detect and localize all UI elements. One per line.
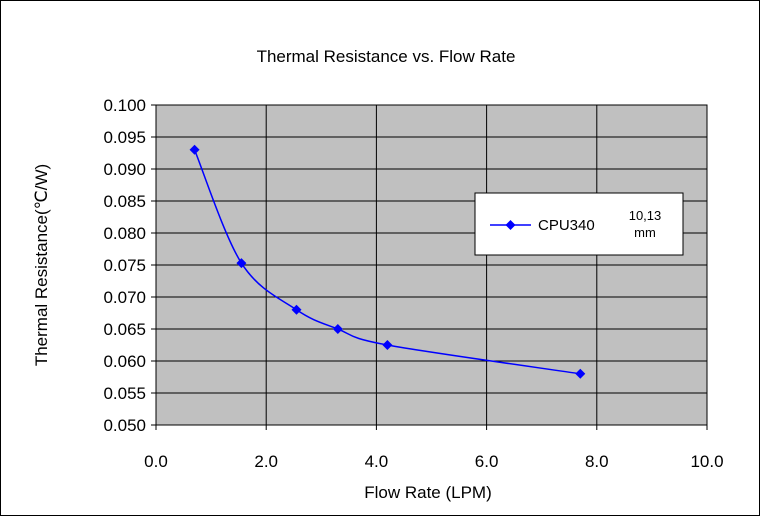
x-axis-ticks: 0.0 2.0 4.0 6.0 8.0 10.0 (144, 452, 723, 471)
data-point-marker (189, 144, 200, 155)
legend-series-note-line1: 10,13 (629, 208, 662, 223)
legend: CPU340 10,13 mm (474, 192, 684, 256)
y-tick-label: 0.090 (103, 160, 146, 179)
y-tick-label: 0.060 (103, 352, 146, 371)
y-axis-label: Thermal Resistance(℃/W) (32, 164, 51, 366)
series-line (193, 149, 581, 375)
data-point-marker (332, 324, 343, 334)
data-point-marker (291, 304, 302, 315)
y-tick-label: 0.075 (103, 256, 146, 275)
x-axis-label: Flow Rate (LPM) (364, 483, 492, 502)
y-tick-label: 0.100 (103, 96, 146, 115)
legend-series-marker (505, 220, 516, 230)
x-tick-label: 0.0 (144, 452, 168, 471)
y-tick-label: 0.085 (103, 192, 146, 211)
y-tick-label: 0.050 (103, 416, 146, 435)
y-tick-label: 0.065 (103, 320, 146, 339)
x-tick-label: 10.0 (690, 452, 723, 471)
y-tick-label: 0.055 (103, 384, 146, 403)
y-axis-ticks: 0.100 0.095 0.090 0.085 0.080 0.075 0.070 0.065… (103, 96, 146, 435)
x-tick-label: 6.0 (475, 452, 499, 471)
x-tick-label: 4.0 (365, 452, 389, 471)
data-point-marker (382, 340, 393, 350)
data-point-marker (236, 258, 247, 269)
chart-title: Thermal Resistance vs. Flow Rate (257, 47, 516, 66)
legend-series-name: CPU340 (538, 217, 595, 234)
y-tick-label: 0.095 (103, 128, 146, 147)
data-point-marker (575, 368, 586, 379)
legend-series-note-line2: mm (634, 225, 656, 240)
y-tick-label: 0.080 (103, 224, 146, 243)
series-layer (189, 144, 586, 379)
y-tick-label: 0.070 (103, 288, 146, 307)
x-tick-label: 8.0 (585, 452, 609, 471)
x-tick-label: 2.0 (254, 452, 278, 471)
